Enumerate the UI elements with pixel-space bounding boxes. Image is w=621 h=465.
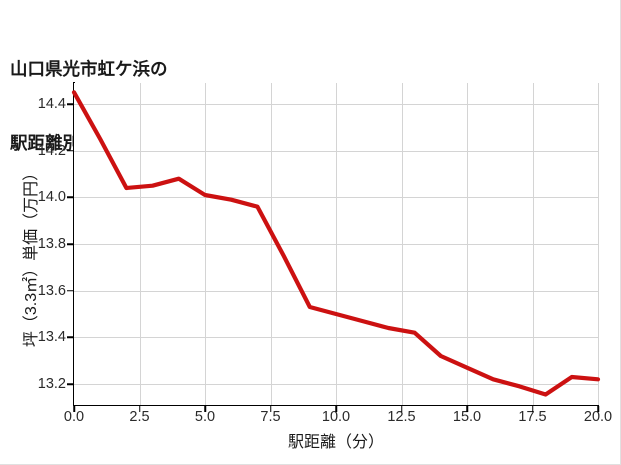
x-tick-mark	[597, 406, 599, 412]
y-tick-mark	[67, 289, 73, 292]
chart-title-line-1: 山口県光市虹ケ浜の	[10, 58, 168, 79]
y-tick-label: 13.6	[37, 282, 66, 299]
plot-area	[71, 83, 601, 405]
x-tick-mark	[269, 406, 272, 412]
gridline-vertical	[598, 83, 599, 405]
gridline-vertical	[401, 83, 403, 405]
x-tick-mark	[335, 406, 337, 412]
gridline-vertical	[336, 83, 337, 405]
y-tick-label: 14.0	[37, 189, 66, 206]
y-tick-label: 14.2	[37, 142, 66, 159]
x-tick-mark	[73, 406, 75, 412]
y-tick-mark	[67, 149, 73, 152]
x-tick-label: 10.0	[321, 409, 351, 425]
y-tick-label: 13.4	[37, 329, 66, 346]
x-tick-label: 17.5	[518, 409, 547, 425]
y-tick-label: 14.4	[37, 96, 66, 112]
x-tick-label: 0.0	[63, 409, 85, 425]
y-tick-mark	[67, 336, 73, 339]
x-tick-mark	[138, 406, 141, 412]
x-tick-label: 12.5	[387, 409, 416, 425]
y-tick-label: 13.2	[37, 376, 66, 392]
gridline-vertical	[270, 83, 272, 405]
x-axis-label: 駅距離（分）	[287, 434, 384, 451]
y-tick-label: 13.8	[37, 236, 66, 252]
y-tick-mark	[67, 383, 73, 385]
x-tick-mark	[466, 406, 468, 412]
x-tick-mark	[204, 406, 206, 412]
x-tick-label: 5.0	[194, 409, 216, 425]
gridline-vertical	[205, 83, 206, 405]
gridline-vertical	[467, 83, 468, 405]
x-tick-mark	[400, 406, 403, 412]
x-tick-mark	[531, 406, 534, 412]
x-tick-label: 15.0	[452, 409, 482, 425]
y-tick-mark	[67, 196, 73, 199]
y-tick-mark	[67, 103, 73, 105]
x-tick-label: 2.5	[129, 409, 150, 425]
y-tick-mark	[67, 243, 73, 245]
gridline-vertical	[139, 83, 141, 405]
x-axis-spine	[73, 404, 599, 406]
x-tick-label: 20.0	[583, 409, 613, 425]
gridline-vertical	[532, 83, 534, 405]
y-axis-label: 坪（3.3㎡）単価（万円）	[23, 164, 40, 348]
x-tick-label: 7.5	[260, 409, 281, 425]
